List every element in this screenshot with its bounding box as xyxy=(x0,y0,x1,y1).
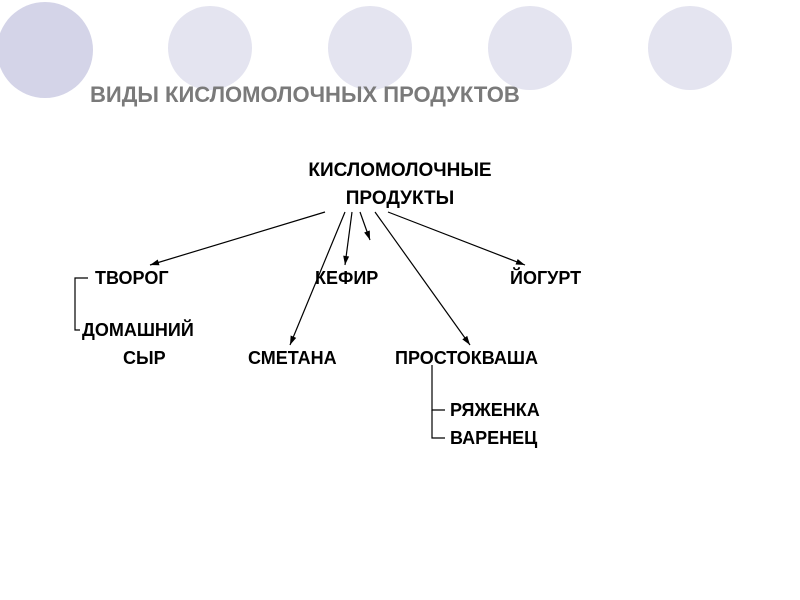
node-ryazhenka: РЯЖЕНКА xyxy=(450,400,540,421)
node-kefir: КЕФИР xyxy=(315,268,378,289)
node-syr: СЫР xyxy=(123,348,166,369)
bg-circle-1 xyxy=(0,2,93,98)
node-prostokvasha: ПРОСТОКВАША xyxy=(395,348,538,369)
page-title: ВИДЫ КИСЛОМОЛОЧНЫХ ПРОДУКТОВ xyxy=(90,82,520,108)
node-varenets: ВАРЕНЕЦ xyxy=(450,428,537,449)
bg-circle-4 xyxy=(488,6,572,90)
node-tvorog: ТВОРОГ xyxy=(95,268,169,289)
bg-circle-5 xyxy=(648,6,732,90)
node-yogurt: ЙОГУРТ xyxy=(510,268,581,289)
bg-circle-3 xyxy=(328,6,412,90)
root-line2: ПРОДУКТЫ xyxy=(0,188,800,210)
node-smetana: СМЕТАНА xyxy=(248,348,337,369)
bg-circle-2 xyxy=(168,6,252,90)
node-domashniy: ДОМАШНИЙ xyxy=(82,320,194,341)
root-line1: КИСЛОМОЛОЧНЫЕ xyxy=(0,160,800,182)
